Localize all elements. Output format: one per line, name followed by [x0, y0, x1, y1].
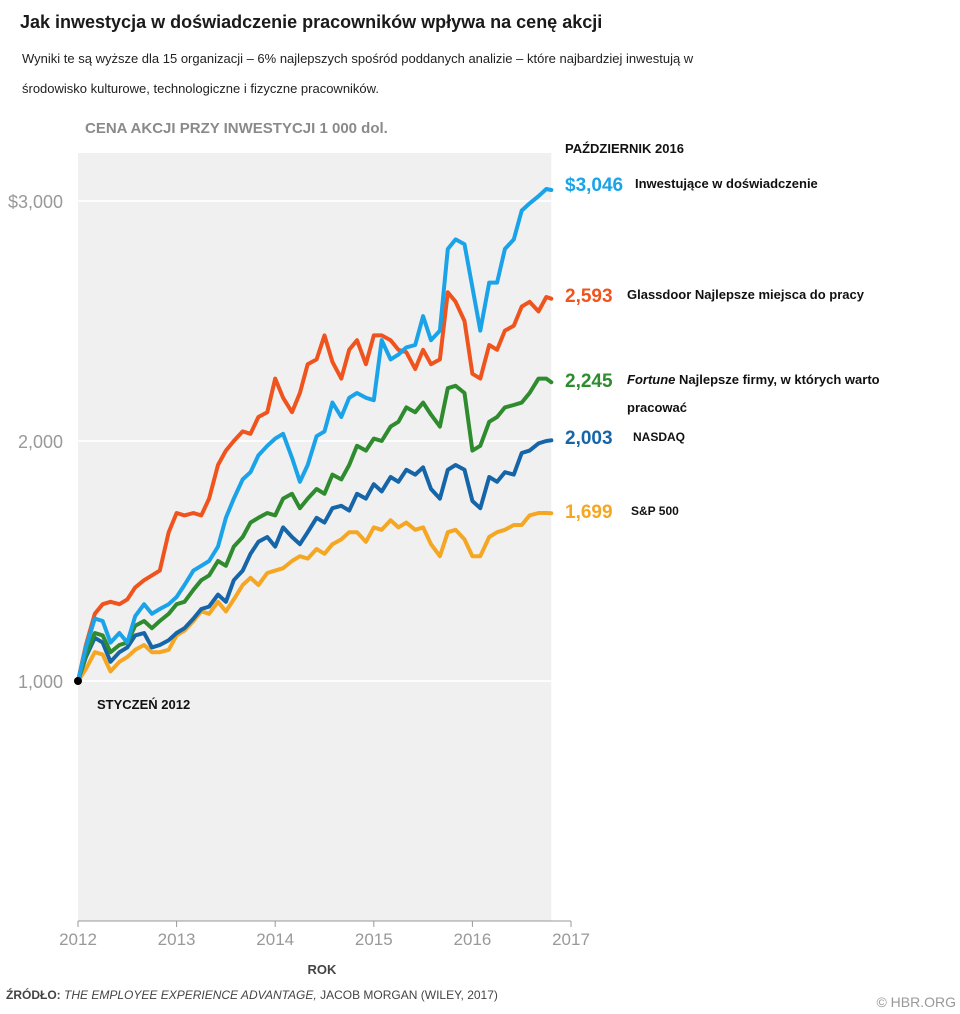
- series-line-3: [76, 290, 554, 683]
- start-annotation: STYCZEŃ 2012: [97, 697, 190, 712]
- x-tick-label: 2016: [453, 930, 491, 949]
- series-name-label: Inwestujące w doświadczenie: [635, 176, 818, 191]
- series-end-value: 2,003: [565, 428, 613, 449]
- series-name-rest: Najlepsze firmy, w których warto: [675, 372, 879, 387]
- subtitle-line-2: środowisko kulturowe, technologiczne i f…: [22, 81, 379, 96]
- subtitle-line-1: Wyniki te są wyższe dla 15 organizacji –…: [22, 51, 694, 66]
- series-end-value: 2,593: [565, 286, 613, 307]
- x-tick-label: 2017: [552, 930, 590, 949]
- series-name-italic: Fortune: [627, 372, 675, 387]
- series-line-1: [76, 438, 554, 683]
- y-tick-label: 1,000: [18, 672, 63, 692]
- series-end-value: 2,245: [565, 371, 613, 392]
- series-line-2: [76, 376, 554, 683]
- series-name-label: Glassdoor Najlepsze miejsca do pracy: [627, 287, 865, 302]
- source-note: ŹRÓDŁO: THE EMPLOYEE EXPERIENCE ADVANTAG…: [6, 988, 498, 1002]
- series-line-4: [76, 187, 554, 683]
- copyright: © HBR.ORG: [876, 994, 956, 1010]
- source-book-title: THE EMPLOYEE EXPERIENCE ADVANTAGE,: [64, 988, 317, 1002]
- start-point-marker: [74, 677, 82, 685]
- series-end-value: 1,699: [565, 502, 613, 523]
- plot-title: CENA AKCJI PRZY INWESTYCJI 1 000 dol.: [85, 120, 388, 137]
- y-tick-label: 2,000: [18, 432, 63, 452]
- series-name-label: NASDAQ: [633, 430, 685, 444]
- end-annotation: PAŹDZIERNIK 2016: [565, 141, 684, 156]
- x-tick-label: 2013: [158, 930, 196, 949]
- series-name-label-line2: pracować: [627, 400, 687, 415]
- series-line-0: [76, 511, 554, 683]
- y-tick-label: $3,000: [8, 192, 63, 212]
- y-axis: $3,000 2,000 1,000: [8, 192, 63, 692]
- x-tick-label: 2015: [355, 930, 393, 949]
- series-lines: STYCZEŃ 2012 PAŹDZIERNIK 2016: [74, 141, 684, 712]
- series-end-value: $3,046: [565, 175, 623, 196]
- x-tick-label: 2012: [59, 930, 97, 949]
- x-axis-label: ROK: [308, 962, 338, 977]
- chart-subtitle: Wyniki te są wyższe dla 15 organizacji –…: [22, 44, 722, 104]
- source-label: ŹRÓDŁO:: [6, 988, 61, 1002]
- x-axis: 2012 2013 2014 2015 2016 2017: [59, 920, 590, 949]
- series-end-labels: 1,699 S&P 500 2,003 NASDAQ 2,245 Fortune Najl…: [565, 175, 880, 523]
- plot-background: [78, 153, 552, 921]
- series-name-label: Fortune Najlepsze firmy, w których warto: [627, 372, 880, 387]
- x-tick-label: 2014: [256, 930, 294, 949]
- series-name-label: S&P 500: [631, 504, 679, 518]
- source-author: JACOB MORGAN (WILEY, 2017): [320, 988, 498, 1002]
- chart-title: Jak inwestycja w doświadczenie pracownik…: [20, 12, 603, 32]
